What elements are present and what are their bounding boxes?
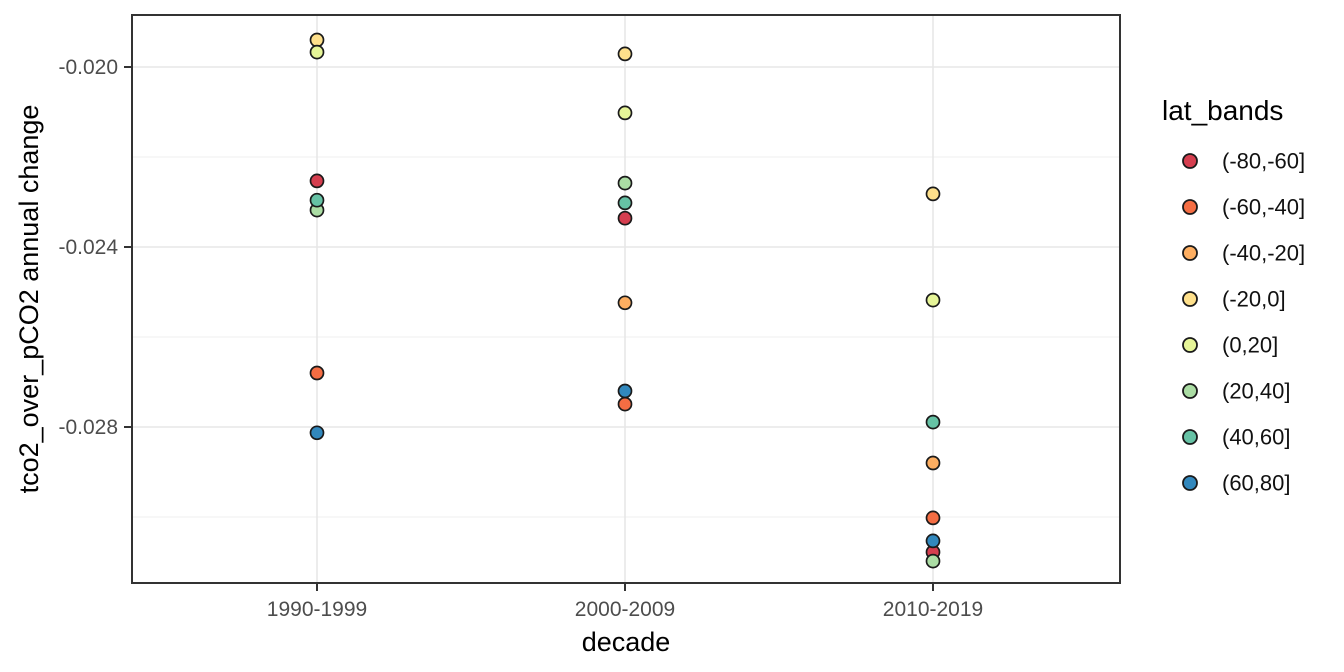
minor-gridlines [132,156,1120,518]
data-point [617,175,633,191]
legend-marker [1182,429,1198,445]
data-point [309,32,325,48]
legend-items: (-80,-60] (-60,-40] (-40,-20] (-20,0] (0,20]… [1182,149,1305,496]
data-point [925,414,941,430]
legend-title: lat_bands [1162,95,1283,126]
data-point [617,396,633,412]
data-point [617,105,633,121]
legend-item: (-80,-60] [1182,149,1305,174]
legend-label: (40,60] [1222,425,1291,450]
data-point [309,192,325,208]
legend-marker [1182,199,1198,215]
legend-item: (-40,-20] [1182,241,1305,266]
legend-marker [1182,153,1198,169]
y-axis-title: tco2_over_pCO2 annual change [14,105,44,494]
legend-marker [1182,337,1198,353]
data-point [309,44,325,60]
data-point [617,195,633,211]
data-point [309,365,325,381]
data-point [617,383,633,399]
legend-item: (20,40] [1182,379,1291,404]
legend-marker [1182,245,1198,261]
data-point [617,295,633,311]
x-tick-label: 2010-2019 [883,598,983,621]
data-point [617,46,633,62]
axis-ticks [124,66,934,591]
legend-label: (-40,-20] [1222,241,1305,266]
data-point [925,292,941,308]
legend-label: (0,20] [1222,333,1278,358]
legend-marker [1182,291,1198,307]
legend-item: (-20,0] [1182,287,1286,312]
data-point [309,173,325,189]
y-tick-label: -0.024 [58,236,118,259]
legend-item: (-60,-40] [1182,195,1305,220]
legend-label: (-80,-60] [1222,149,1305,174]
legend-marker [1182,383,1198,399]
data-point [925,553,941,569]
y-tick-label: -0.020 [58,56,118,79]
legend-label: (60,80] [1222,471,1291,496]
legend-label: (-60,-40] [1222,195,1305,220]
legend-label: (20,40] [1222,379,1291,404]
data-point [309,425,325,441]
data-point [925,510,941,526]
data-points [309,32,941,569]
legend-item: (0,20] [1182,333,1278,358]
axis-tick-labels: -0.020 -0.024 -0.028 1990-1999 2000-2009 2010… [58,56,983,621]
legend-item: (60,80] [1182,471,1291,496]
data-point [925,186,941,202]
data-point [925,455,941,471]
data-point [617,210,633,226]
legend-label: (-20,0] [1222,287,1286,312]
legend-item: (40,60] [1182,425,1291,450]
x-tick-label: 1990-1999 [267,598,367,621]
data-point [925,533,941,549]
x-axis-title: decade [582,627,671,657]
y-tick-label: -0.028 [58,416,118,439]
legend-marker [1182,475,1198,491]
x-tick-label: 2000-2009 [575,598,675,621]
